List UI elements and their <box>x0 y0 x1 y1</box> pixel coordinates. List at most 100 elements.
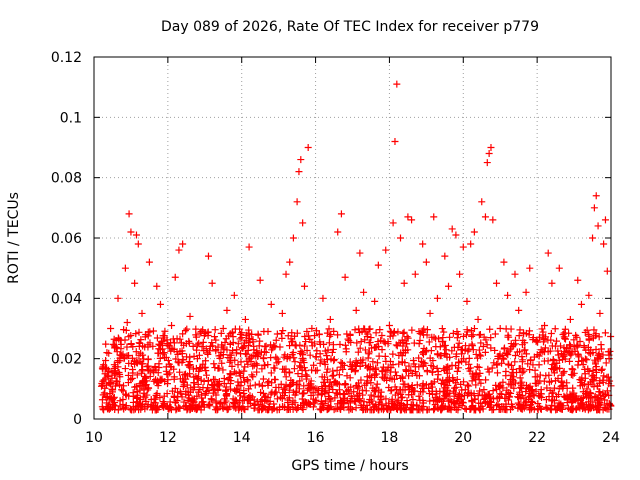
roti-point-bg <box>603 400 611 408</box>
roti-point-bg <box>125 351 133 359</box>
roti-point-bg <box>508 402 516 410</box>
roti-point-bg <box>172 355 180 363</box>
roti-point-bg <box>137 403 145 411</box>
roti-point-bg <box>381 352 389 360</box>
roti-point-bg <box>457 380 465 388</box>
roti-point <box>278 309 286 317</box>
roti-point <box>467 240 475 248</box>
roti-point-bg <box>273 330 281 338</box>
roti-point-bg <box>547 405 555 413</box>
roti-point <box>433 294 441 302</box>
roti-point-bg <box>156 346 164 354</box>
roti-point <box>182 340 190 348</box>
roti-point-bg <box>472 406 480 414</box>
roti-point-bg <box>170 339 178 347</box>
roti-point-bg <box>308 338 316 346</box>
roti-point-bg <box>468 370 476 378</box>
roti-point-bg <box>193 405 201 413</box>
roti-point-bg <box>593 393 601 401</box>
roti-point-bg <box>453 328 461 336</box>
roti-point-bg <box>486 325 494 333</box>
roti-point-bg <box>442 366 450 374</box>
roti-point-bg <box>203 371 211 379</box>
roti-point-bg <box>399 329 407 337</box>
roti-point-bg <box>425 384 433 392</box>
roti-point <box>385 321 393 329</box>
roti-point-bg <box>199 338 207 346</box>
roti-point-bg <box>293 329 301 337</box>
roti-point <box>592 192 600 200</box>
roti-point-bg <box>378 400 386 408</box>
roti-point-bg <box>214 385 222 393</box>
roti-point-bg <box>560 392 568 400</box>
roti-point-bg <box>204 377 212 385</box>
roti-point-bg <box>99 405 107 413</box>
roti-point-bg <box>468 342 476 350</box>
roti-point-bg <box>212 336 220 344</box>
roti-point <box>555 264 563 272</box>
roti-point <box>101 370 109 378</box>
roti-point-bg <box>98 396 106 404</box>
roti-point-bg <box>595 333 603 341</box>
roti-point-bg <box>391 383 399 391</box>
roti-point-bg <box>379 368 387 376</box>
roti-point-bg <box>252 352 260 360</box>
roti-point <box>371 297 379 305</box>
roti-point-bg <box>564 404 572 412</box>
roti-point <box>149 367 157 375</box>
roti-point-bg <box>237 350 245 358</box>
roti-point-bg <box>547 377 555 385</box>
roti-point-bg <box>507 325 515 333</box>
roti-point-bg <box>111 343 119 351</box>
roti-point-bg <box>603 387 611 395</box>
roti-point-bg <box>245 342 253 350</box>
x-tick-label: 24 <box>602 430 620 446</box>
roti-point-bg <box>198 394 206 402</box>
roti-point-bg <box>405 383 413 391</box>
roti-point-bg <box>228 329 236 337</box>
roti-point-bg <box>493 361 501 369</box>
roti-point-bg <box>419 350 427 358</box>
roti-point-bg <box>566 390 574 398</box>
roti-point-bg <box>584 381 592 389</box>
roti-point-bg <box>273 395 281 403</box>
roti-point-bg <box>286 382 294 390</box>
roti-point-bg <box>117 345 125 353</box>
roti-point-bg <box>566 357 574 365</box>
roti-point <box>164 376 172 384</box>
roti-point-bg <box>513 368 521 376</box>
roti-point <box>330 379 338 387</box>
roti-point-bg <box>318 389 326 397</box>
roti-point <box>419 240 427 248</box>
roti-point-bg <box>173 335 181 343</box>
roti-point-bg <box>301 333 309 341</box>
roti-point-bg <box>542 372 550 380</box>
roti-point-bg <box>196 365 204 373</box>
roti-point-bg <box>258 406 266 414</box>
roti-point-bg <box>236 335 244 343</box>
roti-point-bg <box>363 405 371 413</box>
roti-point-bg <box>408 385 416 393</box>
roti-point <box>378 346 386 354</box>
roti-point-bg <box>388 375 396 383</box>
roti-point-bg <box>168 387 176 395</box>
roti-point-bg <box>284 332 292 340</box>
roti-point-bg <box>180 371 188 379</box>
roti-point-bg <box>410 339 418 347</box>
roti-point-bg <box>472 350 480 358</box>
roti-point-bg <box>538 394 546 402</box>
roti-point <box>238 334 246 342</box>
roti-point-bg <box>375 352 383 360</box>
roti-point-bg <box>129 403 137 411</box>
roti-point-bg <box>488 364 496 372</box>
roti-point-bg <box>583 393 591 401</box>
roti-point-bg <box>405 362 413 370</box>
roti-point-bg <box>554 375 562 383</box>
roti-point <box>337 210 345 218</box>
roti-point <box>308 325 316 332</box>
roti-point <box>271 343 279 351</box>
roti-point-bg <box>446 333 454 341</box>
roti-point-bg <box>357 338 365 346</box>
roti-point <box>112 337 120 345</box>
roti-point-bg <box>179 377 187 385</box>
